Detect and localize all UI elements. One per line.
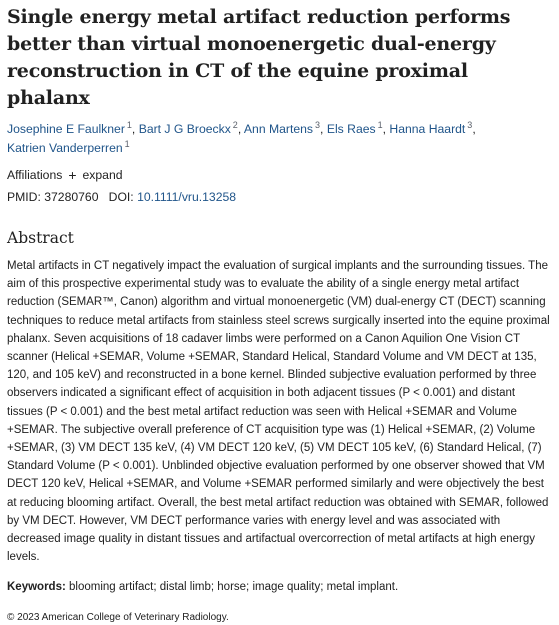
author-affiliation-number[interactable]: 1 (124, 139, 130, 149)
doi-label: DOI: (108, 190, 134, 204)
article-page: Single energy metal artifact reduction p… (7, 4, 552, 625)
author-separator: , (382, 122, 390, 136)
article-identifiers: PMID: 37280760 DOI: 10.1111/vru.13258 (7, 189, 552, 205)
copyright-notice: © 2023 American College of Veterinary Ra… (7, 612, 229, 624)
author-separator: , (472, 122, 476, 136)
author-separator: , (131, 122, 139, 136)
keywords: Keywords: blooming artifact; distal limb… (7, 579, 552, 595)
author-link[interactable]: Els Raes 1 (326, 120, 383, 137)
author-name: Ann Martens (243, 122, 314, 136)
keywords-text: blooming artifact; distal limb; horse; i… (69, 581, 399, 594)
author-affiliation-number[interactable]: 2 (232, 120, 238, 130)
author-name: Els Raes (326, 122, 376, 136)
author-link[interactable]: Hanna Haardt 3 (389, 120, 473, 137)
author-affiliation-number[interactable]: 1 (377, 120, 383, 130)
author-separator: , (237, 122, 244, 136)
expand-label[interactable]: expand (82, 168, 123, 182)
keywords-label: Keywords: (7, 581, 66, 594)
plus-icon[interactable]: + (68, 167, 77, 183)
author-affiliation-number[interactable]: 3 (467, 120, 473, 130)
author-name: Katrien Vanderperren (7, 141, 123, 155)
affiliations-toggle[interactable]: Affiliations + expand (7, 167, 552, 183)
author-name: Bart J G Broeckx (138, 122, 231, 136)
author-separator: , (320, 122, 327, 136)
authors-list: Josephine E Faulkner 1, Bart J G Broeckx 2… (7, 120, 552, 158)
author-link[interactable]: Katrien Vanderperren 1 (7, 139, 130, 156)
author-affiliation-number[interactable]: 3 (315, 120, 321, 130)
author-affiliation-number[interactable]: 1 (126, 120, 132, 130)
author-link[interactable]: Bart J G Broeckx 2 (138, 120, 238, 137)
abstract-body: Metal artifacts in CT negatively impact … (7, 260, 550, 564)
doi-link[interactable]: 10.1111/vru.13258 (137, 190, 237, 204)
abstract-heading: Abstract (7, 229, 74, 247)
author-name: Josephine E Faulkner (7, 122, 125, 136)
author-link[interactable]: Josephine E Faulkner 1 (7, 120, 132, 137)
author-name: Hanna Haardt (389, 122, 466, 136)
article-title: Single energy metal artifact reduction p… (7, 6, 511, 109)
pmid-label: PMID: 37280760 (7, 190, 99, 204)
affiliations-label: Affiliations (7, 168, 63, 182)
author-link[interactable]: Ann Martens 3 (243, 120, 321, 137)
